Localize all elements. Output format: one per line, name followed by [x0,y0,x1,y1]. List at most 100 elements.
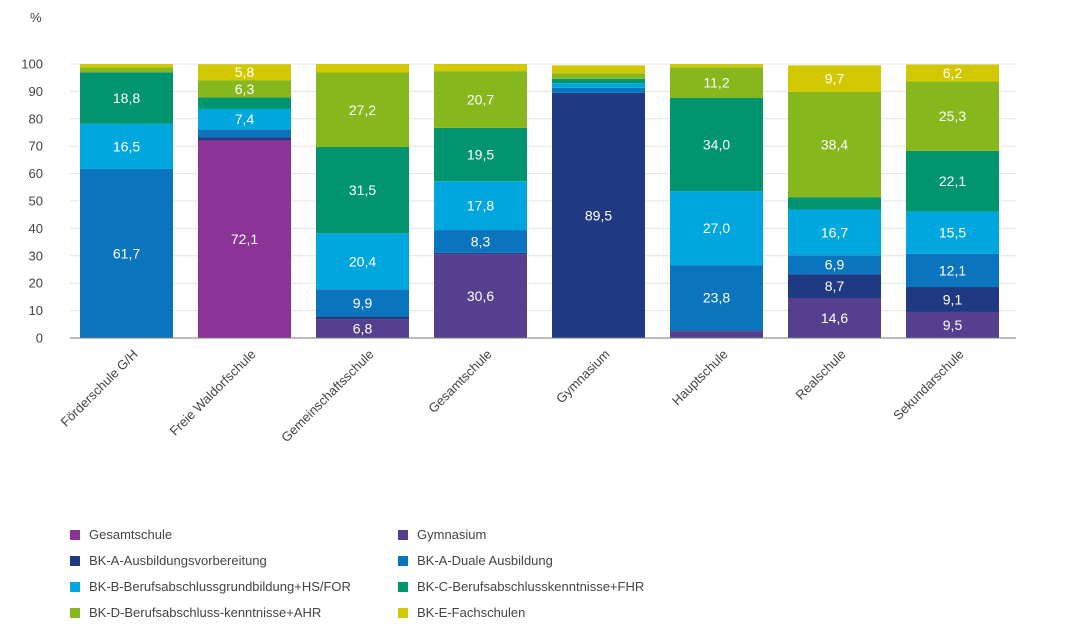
bar-segment [552,73,645,79]
data-label: 19,5 [467,147,494,163]
bar-segment [316,233,409,290]
bar-segment [198,129,291,138]
bar-segment [316,319,409,338]
bar-segment [198,97,291,109]
data-label: 6,9 [825,257,845,273]
x-tick-label: Sekundarschule [890,347,967,424]
x-tick-label: Freie Waldorfschule [167,347,259,439]
bar-segment [80,123,173,169]
bar-segment [788,91,881,198]
bar-segment [316,289,409,317]
x-tick-label: Gemeinschaftsschule [278,347,376,445]
bar-segment [80,72,173,124]
legend-item: Gesamtschule [70,527,172,542]
legend-swatch [70,555,80,566]
bar-segment [788,255,881,275]
data-label: 8,3 [471,233,491,249]
data-label: 61,7 [113,245,140,261]
bar-segment [670,64,763,68]
bar-segment [198,80,291,98]
legend-swatch [398,581,408,592]
bar-segment [80,64,173,68]
x-tick-label: Gymnasium [553,347,613,407]
legend-swatch [70,529,80,540]
y-axis-unit-label: % [30,10,42,25]
legend-label: BK-E-Fachschulen [417,605,526,620]
bar-segment [434,127,527,182]
x-tick-label: Realschule [793,347,849,403]
bar-segment [906,211,999,254]
bar-segment [670,331,763,338]
legend-swatch [398,555,408,566]
x-tick-label: Gesamtschule [425,347,494,416]
y-tick-label: 90 [29,84,43,99]
bar-segment [906,81,999,151]
data-label: 16,5 [113,138,140,154]
data-label: 34,0 [703,137,730,153]
data-label: 23,8 [703,290,730,306]
bar-segment [434,181,527,231]
legend-item: BK-A-Duale Ausbildung [398,553,553,568]
data-label: 30,6 [467,288,494,304]
bar-segment [906,287,999,312]
bar-segment [198,108,291,130]
data-label: 27,0 [703,220,730,236]
bar-segment [788,274,881,298]
data-label: 38,4 [821,137,848,153]
y-tick-label: 0 [36,331,43,346]
bar-segment [670,330,763,332]
data-label: 14,6 [821,310,848,326]
data-label: 11,2 [703,75,729,91]
x-tick-label: Hauptschule [669,347,731,409]
bar-segment [316,147,409,234]
bar-segment [906,311,999,338]
legend-item: Gymnasium [398,527,486,542]
data-label: 12,1 [939,262,966,278]
y-tick-label: 10 [29,303,43,318]
legend-swatch [398,529,408,540]
y-tick-label: 60 [29,166,43,181]
bar-segment [552,92,645,339]
bar-segment [788,209,881,256]
data-label: 18,8 [113,90,140,106]
legend-label: BK-C-Berufsabschlusskenntnisse+FHR [417,579,645,594]
data-label: 9,5 [943,317,963,333]
bar-segment [80,67,173,73]
bar-segment [316,316,409,320]
data-label: 9,1 [943,292,963,308]
y-tick-label: 100 [21,57,43,72]
data-label: 25,3 [939,108,966,124]
bar-segment [906,64,999,82]
bar-segment [434,252,527,255]
legend-item: BK-A-Ausbildungsvorbereitung [70,553,267,568]
bar-segment [906,253,999,288]
bar-segment [552,78,645,84]
data-label: 6,8 [353,321,373,337]
legend-swatch [398,607,408,618]
data-label: 15,5 [939,225,966,241]
legend-label: Gymnasium [417,527,487,542]
bar-segment [670,97,763,192]
data-label: 20,4 [349,253,376,269]
data-label: 9,7 [825,71,845,87]
data-label: 16,7 [821,224,848,240]
data-label: 20,7 [467,91,494,107]
legend-item: BK-D-Berufsabschluss-kenntnisse+AHR [70,605,321,620]
bar-segment [434,71,527,128]
legend-swatch [70,607,80,618]
bar-segment [198,137,291,141]
bar-segment [670,265,763,331]
data-label: 9,9 [353,295,373,311]
bar-segment [198,140,291,338]
data-label: 17,8 [467,198,494,214]
legend-label: BK-D-Berufsabschluss-kenntnisse+AHR [89,605,322,620]
y-tick-label: 50 [29,194,43,209]
legend-label: BK-B-Berufsabschlussgrundbildung+HS/FOR [89,579,351,594]
data-label: 5,8 [235,64,255,80]
bar-segment [434,230,527,253]
legend-swatch [70,581,80,592]
data-label: 31,5 [349,182,376,198]
y-tick-label: 30 [29,248,43,263]
